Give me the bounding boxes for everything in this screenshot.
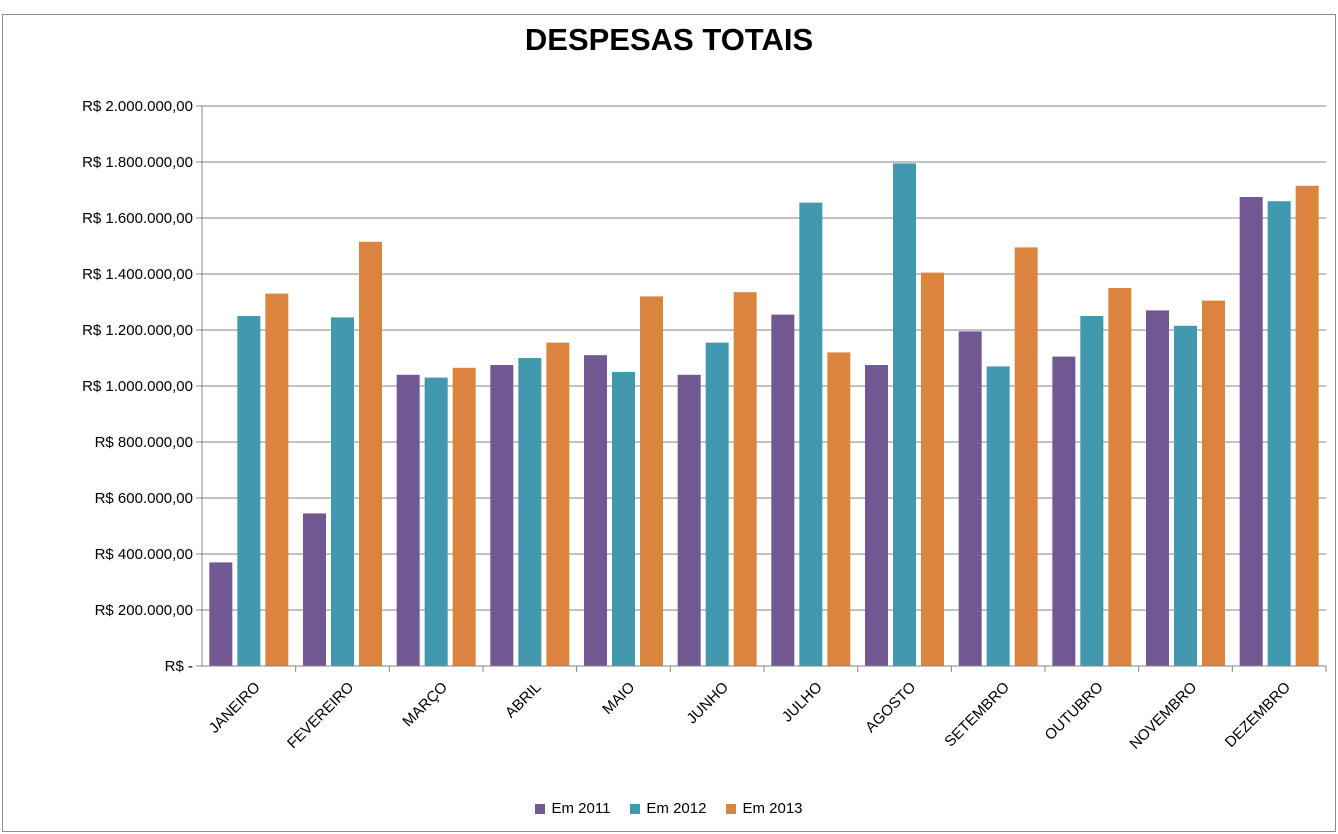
bar-em-2011-5 (677, 374, 701, 666)
bar-em-2011-10 (1146, 310, 1169, 666)
legend-swatch (726, 803, 737, 814)
bar-em-2013-5 (733, 292, 757, 666)
legend-item: Em 2011 (535, 800, 610, 817)
bar-em-2011-1 (303, 513, 326, 666)
y-tick-label: R$ - (165, 658, 193, 675)
chart-title: DESPESAS TOTAIS (524, 22, 814, 57)
bar-em-2013-9 (1108, 288, 1132, 666)
x-tick-label: NOVEMBRO (1126, 679, 1200, 753)
bar-em-2013-6 (827, 352, 851, 666)
legend-label: Em 2012 (646, 800, 707, 817)
y-tick-label: R$ 200.000,00 (95, 602, 193, 619)
x-tick-label: JULHO (779, 679, 826, 726)
y-tick-label: R$ 1.800.000,00 (82, 154, 193, 171)
y-tick-label: R$ 2.000.000,00 (82, 98, 193, 115)
bars (209, 163, 1319, 667)
y-axis-ticks: R$ - R$ 200.000,00 R$ 400.000,00 R$ 600.000… (82, 98, 193, 675)
y-tick-label: R$ 600.000,00 (95, 490, 193, 507)
legend-label: Em 2013 (742, 800, 803, 817)
bar-em-2011-4 (584, 355, 607, 666)
x-tick-label: MAIO (599, 679, 638, 718)
bar-em-2011-7 (865, 365, 888, 666)
bar-em-2013-4 (640, 296, 663, 666)
x-tick-label: FEVEREIRO (284, 679, 357, 752)
y-tick-label: R$ 1.600.000,00 (82, 210, 193, 227)
bar-em-2013-10 (1202, 300, 1225, 666)
bar-em-2012-0 (237, 316, 261, 666)
bar-em-2013-2 (452, 367, 476, 666)
legend-item: Em 2012 (630, 800, 706, 817)
bar-em-2011-2 (396, 374, 420, 666)
bar-em-2011-9 (1052, 356, 1076, 666)
x-tick-label: MARÇO (399, 679, 451, 731)
y-tick-label: R$ 1.200.000,00 (82, 322, 193, 339)
bar-em-2012-9 (1080, 316, 1104, 666)
bar-em-2012-8 (986, 366, 1010, 666)
bar-em-2012-10 (1174, 325, 1197, 666)
bar-em-2011-6 (771, 314, 795, 666)
legend-label: Em 2011 (551, 800, 611, 817)
bar-em-2011-0 (209, 562, 233, 666)
bar-em-2013-8 (1014, 247, 1038, 666)
legend: Em 2011 Em 2012 Em 2013 (0, 800, 1338, 817)
legend-item: Em 2013 (726, 800, 803, 817)
x-tick-label: OUTUBRO (1042, 679, 1107, 744)
bar-em-2012-4 (612, 372, 635, 666)
bar-em-2012-3 (518, 358, 542, 666)
x-tick-label: SETEMBRO (941, 679, 1013, 751)
bar-em-2013-3 (546, 342, 570, 666)
bar-em-2013-7 (921, 272, 944, 666)
bar-em-2012-11 (1267, 201, 1291, 666)
gridlines (196, 105, 1326, 667)
x-tick-label: JUNHO (683, 679, 732, 728)
bar-em-2012-7 (893, 163, 916, 666)
legend-swatch (630, 803, 641, 814)
legend-swatch (535, 803, 546, 814)
bar-em-2013-11 (1295, 185, 1319, 667)
x-tick-label: ABRIL (502, 679, 545, 722)
bar-em-2013-1 (359, 241, 382, 667)
y-tick-label: R$ 1.000.000,00 (82, 378, 193, 395)
bar-em-2011-11 (1239, 197, 1263, 666)
y-tick-label: R$ 400.000,00 (95, 546, 193, 563)
bar-em-2012-2 (424, 377, 448, 666)
x-tick-label: JANEIRO (206, 679, 264, 737)
bar-em-2011-8 (958, 331, 982, 666)
bar-em-2011-3 (490, 365, 514, 666)
bar-em-2012-1 (331, 317, 354, 666)
y-tick-label: R$ 800.000,00 (95, 434, 193, 451)
x-tick-label: DEZEMBRO (1222, 679, 1294, 751)
x-tick-label: AGOSTO (862, 679, 919, 736)
bar-em-2012-5 (705, 342, 729, 666)
x-axis-ticks: JANEIRO FEVEREIRO MARÇO ABRIL MAIO JUNHO JULHO… (206, 666, 1327, 753)
bar-em-2012-6 (799, 202, 823, 666)
bar-em-2013-0 (265, 293, 289, 666)
y-tick-label: R$ 1.400.000,00 (82, 266, 193, 283)
